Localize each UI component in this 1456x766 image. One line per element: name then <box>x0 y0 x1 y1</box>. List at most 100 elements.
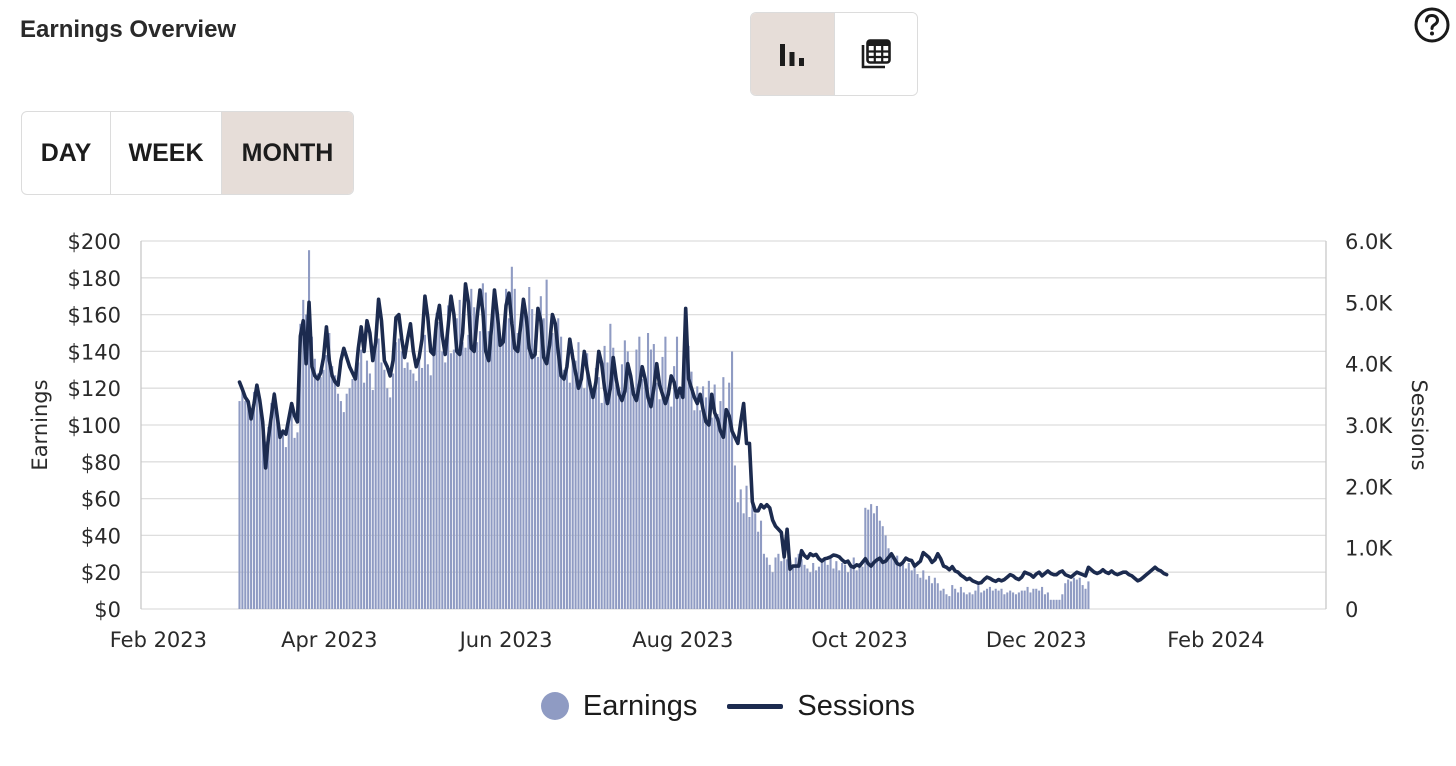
earnings-bar <box>363 382 366 609</box>
earnings-bar <box>392 373 395 609</box>
earnings-bar <box>623 340 626 609</box>
earnings-bar <box>959 586 962 609</box>
earnings-bar <box>670 406 673 609</box>
earnings-bar <box>403 367 406 609</box>
earnings-bar <box>797 553 800 609</box>
earnings-bar <box>461 342 464 609</box>
range-day-button[interactable]: DAY <box>40 138 92 167</box>
earnings-bar <box>690 371 693 609</box>
y-left-tick-label: $60 <box>81 488 121 512</box>
bar-chart-icon <box>780 44 805 66</box>
legend-earnings-swatch <box>540 692 569 720</box>
earnings-bar <box>418 358 421 609</box>
earnings-bar <box>389 397 392 609</box>
earnings-bar <box>884 535 887 609</box>
legend-earnings-label: Earnings <box>582 689 698 722</box>
y-left-tick-label: $160 <box>68 304 121 328</box>
earnings-bar <box>930 583 934 609</box>
earnings-bar <box>533 340 537 609</box>
earnings-bar <box>835 561 838 609</box>
earnings-bar <box>415 380 418 609</box>
earnings-bar <box>641 379 644 609</box>
earnings-bar <box>780 561 783 609</box>
earnings-bar <box>618 397 621 609</box>
earnings-bar <box>731 351 734 609</box>
earnings-bar <box>574 360 577 609</box>
earnings-bar <box>507 318 511 609</box>
range-selector: DAY WEEK MONTH <box>21 111 354 195</box>
earnings-bar <box>319 377 322 609</box>
earnings-bar <box>693 410 696 609</box>
earnings-bar <box>745 485 748 609</box>
earnings-bar <box>365 360 369 609</box>
earnings-bar <box>962 592 965 609</box>
earnings-bar <box>464 347 467 609</box>
earnings-bar <box>925 579 928 609</box>
earnings-bar <box>762 553 765 609</box>
earnings-bar <box>505 288 508 609</box>
earnings-bar <box>531 309 534 609</box>
earnings-chart: $0 $20 $40 $60 $80 $100 $120 $140 $160 $180 $200 0 1… <box>28 230 1431 652</box>
earnings-bar <box>687 345 690 609</box>
earnings-bar <box>702 386 705 609</box>
earnings-bar <box>739 489 742 609</box>
earnings-bar <box>788 563 792 609</box>
earnings-bar <box>577 342 580 609</box>
earnings-bar <box>580 379 583 609</box>
earnings-bar <box>713 384 716 609</box>
range-month-button[interactable]: MONTH <box>221 112 353 194</box>
earnings-bar <box>441 351 444 609</box>
earnings-bar <box>600 402 603 609</box>
earnings-bar <box>942 588 945 609</box>
earnings-bar <box>646 333 650 609</box>
earnings-bar <box>447 305 450 609</box>
earnings-bar <box>870 504 873 609</box>
earnings-bar <box>742 513 745 609</box>
earnings-bar <box>562 369 566 609</box>
earnings-bar <box>867 509 870 609</box>
earnings-bar <box>423 334 426 609</box>
earnings-bar <box>273 391 276 609</box>
range-week-button[interactable]: WEEK <box>110 112 221 194</box>
y-left-tick-label: $120 <box>68 377 121 401</box>
earnings-bar <box>838 570 841 609</box>
earnings-bar <box>435 312 438 609</box>
earnings-bar <box>302 299 305 609</box>
earnings-bar <box>522 305 525 609</box>
earnings-bar <box>1017 592 1020 609</box>
earnings-bar <box>354 375 357 609</box>
earnings-bar <box>855 570 858 609</box>
earnings-bar <box>470 288 473 609</box>
help-button[interactable] <box>1413 6 1451 44</box>
earnings-bar <box>331 366 334 609</box>
chart-view-button[interactable] <box>751 13 834 95</box>
earnings-bar <box>765 557 768 609</box>
y-left-tick-label: $20 <box>81 561 121 585</box>
y-left-tick-label: $100 <box>68 414 121 438</box>
earnings-bar <box>1069 581 1073 609</box>
y-right-axis-label: Sessions <box>1407 379 1431 470</box>
legend-item-sessions[interactable]: Sessions <box>727 690 915 723</box>
earnings-bar <box>759 520 763 609</box>
earnings-bar <box>258 399 261 609</box>
earnings-bar <box>875 505 878 609</box>
earnings-bar <box>334 375 337 609</box>
earnings-bar <box>397 338 400 609</box>
earnings-bar <box>1087 581 1090 609</box>
earnings-bar <box>345 393 348 609</box>
earnings-bar <box>560 336 563 609</box>
earnings-bar <box>490 336 493 609</box>
earnings-bar <box>1035 588 1038 609</box>
earnings-bar <box>673 366 676 609</box>
earnings-bar <box>568 382 571 609</box>
earnings-bar <box>510 266 513 609</box>
y-left-axis-label: Earnings <box>28 379 52 470</box>
legend-item-earnings[interactable]: Earnings <box>540 689 698 723</box>
table-view-button[interactable] <box>833 13 917 95</box>
earnings-bar <box>620 364 623 609</box>
earnings-bar <box>667 391 670 609</box>
earnings-bar <box>826 564 829 609</box>
earnings-bar <box>313 358 316 609</box>
earnings-bar <box>716 413 719 609</box>
y-right-tick-label: 1.0K <box>1345 537 1393 561</box>
